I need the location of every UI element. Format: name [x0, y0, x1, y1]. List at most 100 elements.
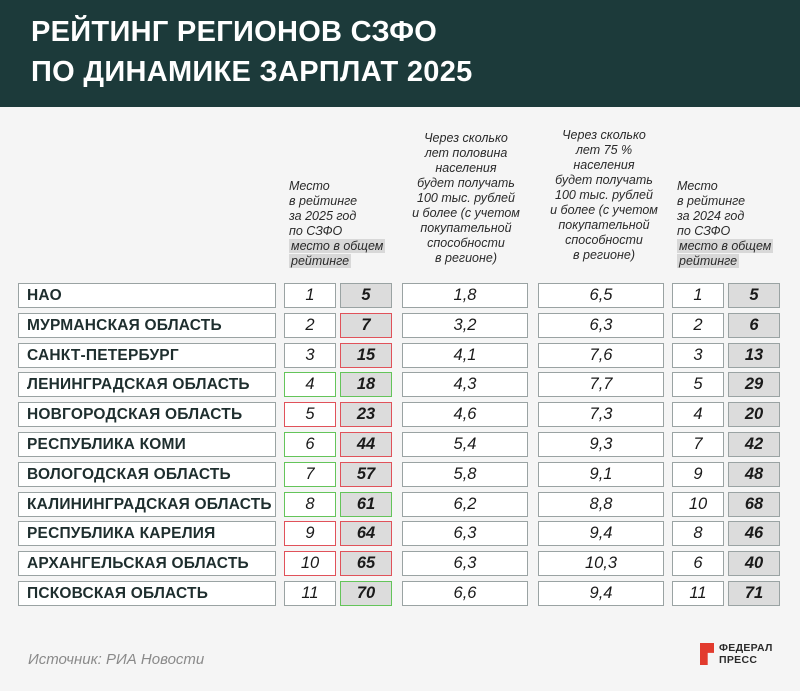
header-line: Через сколько: [424, 131, 508, 145]
overall-rank-2025-cell: 18: [340, 372, 392, 397]
table-row: САНКТ-ПЕТЕРБУРГ 3 15 4,1 7,6 3 13: [0, 343, 800, 370]
header-line: 100 тыс. рублей: [417, 191, 515, 205]
place-2024-cell: 5: [672, 372, 724, 397]
overall-rank-2024-cell: 5: [728, 283, 780, 308]
header-line: за 2024 год: [677, 209, 745, 223]
years-75-percent-cell: 9,4: [538, 581, 664, 606]
years-75-percent-cell: 10,3: [538, 551, 664, 576]
years-half-population-cell: 5,4: [402, 432, 528, 457]
table-row: КАЛИНИНГРАДСКАЯ ОБЛАСТЬ 8 61 6,2 8,8 10 68: [0, 492, 800, 519]
years-75-percent-cell: 8,8: [538, 492, 664, 517]
header-line: в рейтинге: [677, 194, 746, 208]
place-2024-cell: 7: [672, 432, 724, 457]
years-75-percent-cell: 9,4: [538, 521, 664, 546]
table-row: РЕСПУБЛИКА КОМИ 6 44 5,4 9,3 7 42: [0, 432, 800, 459]
header-line: будет получать: [417, 176, 515, 190]
years-half-population-cell: 6,6: [402, 581, 528, 606]
overall-rank-2024-cell: 6: [728, 313, 780, 338]
table-row: ЛЕНИНГРАДСКАЯ ОБЛАСТЬ 4 18 4,3 7,7 5 29: [0, 372, 800, 399]
place-2025-cell: 3: [284, 343, 336, 368]
place-2025-cell: 4: [284, 372, 336, 397]
region-name: КАЛИНИНГРАДСКАЯ ОБЛАСТЬ: [18, 492, 276, 517]
header-line: населения: [573, 158, 635, 172]
header-line: лет половина: [424, 146, 508, 160]
place-2024-cell: 8: [672, 521, 724, 546]
years-half-population-cell: 6,3: [402, 551, 528, 576]
years-75-percent-cell: 6,5: [538, 283, 664, 308]
place-2025-cell: 10: [284, 551, 336, 576]
region-name: НОВГОРОДСКАЯ ОБЛАСТЬ: [18, 402, 276, 427]
place-2024-cell: 2: [672, 313, 724, 338]
header-line: по СЗФО: [289, 224, 343, 238]
header-line: способности: [565, 233, 643, 247]
header-line: населения: [435, 161, 497, 175]
overall-rank-2025-cell: 57: [340, 462, 392, 487]
header-line: и более (с учетом: [550, 203, 658, 217]
overall-rank-2025-cell: 44: [340, 432, 392, 457]
years-75-percent-cell: 7,3: [538, 402, 664, 427]
years-half-population-cell: 6,2: [402, 492, 528, 517]
place-2025-cell: 11: [284, 581, 336, 606]
overall-rank-2025-cell: 5: [340, 283, 392, 308]
header-highlight-line: рейтинге: [677, 254, 740, 268]
header-line: Место: [677, 179, 718, 193]
logo-f-icon: [700, 643, 714, 665]
region-name: АРХАНГЕЛЬСКАЯ ОБЛАСТЬ: [18, 551, 276, 576]
overall-rank-2024-cell: 40: [728, 551, 780, 576]
header-line: в регионе): [435, 251, 497, 265]
overall-rank-2024-cell: 42: [728, 432, 780, 457]
place-2024-cell: 11: [672, 581, 724, 606]
logo-line-1: ФЕДЕРАЛ: [719, 642, 773, 654]
header-line: Через сколько: [562, 128, 646, 142]
years-75-percent-cell: 7,6: [538, 343, 664, 368]
overall-rank-2025-cell: 64: [340, 521, 392, 546]
years-75-percent-cell: 6,3: [538, 313, 664, 338]
table-row: ВОЛОГОДСКАЯ ОБЛАСТЬ 7 57 5,8 9,1 9 48: [0, 462, 800, 489]
years-half-population-cell: 1,8: [402, 283, 528, 308]
region-name: ВОЛОГОДСКАЯ ОБЛАСТЬ: [18, 462, 276, 487]
overall-rank-2024-cell: 29: [728, 372, 780, 397]
table-row: НОВГОРОДСКАЯ ОБЛАСТЬ 5 23 4,6 7,3 4 20: [0, 402, 800, 429]
region-name: РЕСПУБЛИКА КАРЕЛИЯ: [18, 521, 276, 546]
table-row: ПСКОВСКАЯ ОБЛАСТЬ 11 70 6,6 9,4 11 71: [0, 581, 800, 608]
overall-rank-2025-cell: 23: [340, 402, 392, 427]
table-row: АРХАНГЕЛЬСКАЯ ОБЛАСТЬ 10 65 6,3 10,3 6 40: [0, 551, 800, 578]
years-half-population-cell: 6,3: [402, 521, 528, 546]
table-row: МУРМАНСКАЯ ОБЛАСТЬ 2 7 3,2 6,3 2 6: [0, 313, 800, 340]
years-half-population-cell: 4,1: [402, 343, 528, 368]
header-highlight-line: рейтинге: [289, 254, 352, 268]
place-2025-cell: 7: [284, 462, 336, 487]
header-line: будет получать: [555, 173, 653, 187]
overall-rank-2024-cell: 20: [728, 402, 780, 427]
overall-rank-2025-cell: 7: [340, 313, 392, 338]
header-highlight-line: место в общем: [289, 239, 386, 253]
years-75-percent-cell: 9,3: [538, 432, 664, 457]
region-name: ПСКОВСКАЯ ОБЛАСТЬ: [18, 581, 276, 606]
place-2024-cell: 1: [672, 283, 724, 308]
header-line: 100 тыс. рублей: [555, 188, 653, 202]
place-2024-cell: 3: [672, 343, 724, 368]
table-row: РЕСПУБЛИКА КАРЕЛИЯ 9 64 6,3 9,4 8 46: [0, 521, 800, 548]
header-line: по СЗФО: [677, 224, 731, 238]
header-line: и более (с учетом: [412, 206, 520, 220]
place-2025-cell: 2: [284, 313, 336, 338]
overall-rank-2024-cell: 68: [728, 492, 780, 517]
header-highlight-line: место в общем: [677, 239, 774, 253]
place-2024-cell: 6: [672, 551, 724, 576]
overall-rank-2024-cell: 48: [728, 462, 780, 487]
place-2024-cell: 4: [672, 402, 724, 427]
header-line: Место: [289, 179, 330, 193]
overall-rank-2025-cell: 61: [340, 492, 392, 517]
region-name: ЛЕНИНГРАДСКАЯ ОБЛАСТЬ: [18, 372, 276, 397]
place-2024-cell: 10: [672, 492, 724, 517]
column-header-place-2024: Место в рейтинге за 2024 год по СЗФО мес…: [677, 179, 787, 269]
table-row: НАО 1 5 1,8 6,5 1 5: [0, 283, 800, 310]
region-name: НАО: [18, 283, 276, 308]
place-2025-cell: 8: [284, 492, 336, 517]
years-half-population-cell: 4,3: [402, 372, 528, 397]
region-name: МУРМАНСКАЯ ОБЛАСТЬ: [18, 313, 276, 338]
years-half-population-cell: 3,2: [402, 313, 528, 338]
years-half-population-cell: 4,6: [402, 402, 528, 427]
place-2025-cell: 6: [284, 432, 336, 457]
logo-text: ФЕДЕРАЛ ПРЕСС: [719, 642, 773, 666]
